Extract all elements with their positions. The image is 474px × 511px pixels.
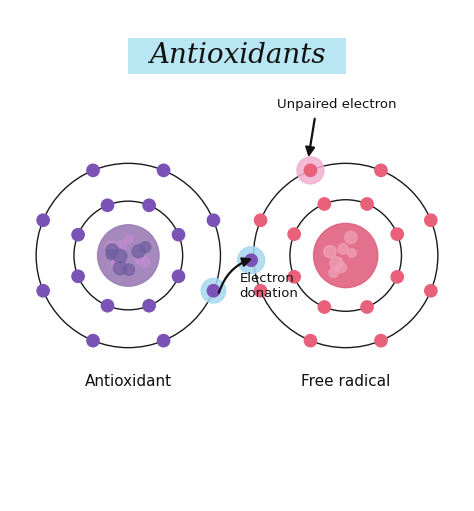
Text: Unpaired electron: Unpaired electron (277, 98, 396, 111)
Circle shape (255, 285, 267, 297)
Circle shape (143, 199, 155, 212)
Circle shape (87, 335, 99, 347)
Circle shape (345, 231, 357, 244)
Circle shape (173, 228, 185, 241)
Circle shape (425, 285, 437, 297)
Circle shape (318, 198, 330, 210)
Circle shape (87, 164, 99, 176)
Circle shape (132, 245, 145, 258)
Circle shape (98, 225, 159, 286)
Circle shape (140, 258, 150, 267)
Circle shape (72, 270, 84, 283)
Circle shape (207, 285, 219, 297)
Text: Antioxidants: Antioxidants (149, 42, 325, 69)
Circle shape (101, 199, 114, 212)
Circle shape (113, 261, 127, 275)
Circle shape (255, 214, 267, 226)
Circle shape (304, 164, 317, 176)
Circle shape (245, 254, 257, 266)
Circle shape (157, 335, 170, 347)
Circle shape (37, 285, 49, 297)
Circle shape (338, 244, 348, 254)
Circle shape (123, 264, 135, 275)
Circle shape (237, 247, 264, 274)
Circle shape (375, 335, 387, 347)
Circle shape (329, 268, 338, 277)
Circle shape (157, 164, 170, 176)
Circle shape (361, 198, 373, 210)
Circle shape (173, 270, 185, 283)
Circle shape (288, 271, 301, 283)
Circle shape (288, 228, 301, 240)
Circle shape (143, 299, 155, 312)
Circle shape (111, 258, 123, 270)
FancyBboxPatch shape (128, 38, 346, 74)
Circle shape (135, 253, 146, 264)
Circle shape (361, 301, 373, 313)
Circle shape (304, 335, 317, 347)
Circle shape (118, 240, 127, 249)
Text: Free radical: Free radical (301, 374, 391, 389)
Circle shape (347, 249, 356, 258)
Circle shape (324, 245, 336, 258)
Circle shape (37, 214, 49, 226)
Circle shape (122, 264, 131, 274)
Circle shape (140, 242, 151, 252)
Circle shape (391, 271, 403, 283)
Circle shape (391, 228, 403, 240)
Circle shape (297, 157, 324, 184)
Circle shape (330, 257, 343, 270)
Circle shape (72, 228, 84, 241)
Circle shape (106, 244, 118, 257)
Circle shape (106, 241, 116, 251)
Text: Electron
donation: Electron donation (239, 272, 298, 300)
Circle shape (425, 214, 437, 226)
Circle shape (101, 299, 114, 312)
Circle shape (113, 249, 127, 263)
Circle shape (337, 263, 346, 272)
Circle shape (375, 164, 387, 176)
Circle shape (207, 214, 219, 226)
Text: Antioxidant: Antioxidant (85, 374, 172, 389)
Circle shape (106, 249, 117, 260)
Circle shape (201, 278, 226, 303)
Circle shape (314, 223, 378, 288)
Circle shape (318, 301, 330, 313)
Circle shape (125, 235, 133, 243)
